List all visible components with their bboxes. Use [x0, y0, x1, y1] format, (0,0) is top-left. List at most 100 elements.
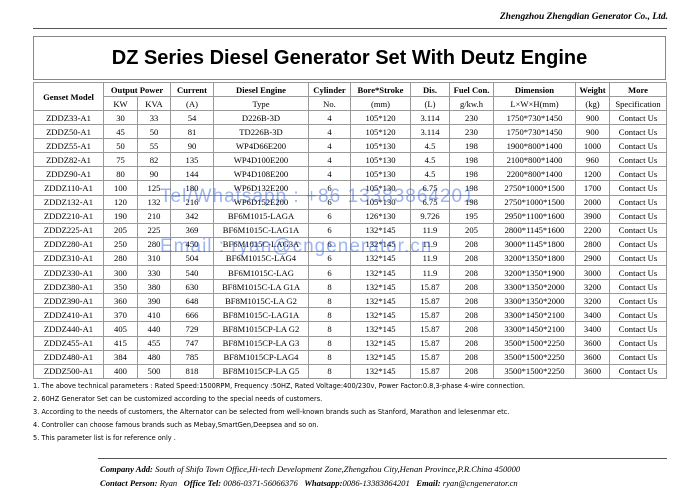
table-cell: Contact Us [609, 335, 667, 351]
title: DZ Series Diesel Generator Set With Deut… [33, 36, 666, 80]
header-cell: Dis. [410, 82, 450, 97]
table-cell: 208 [449, 236, 494, 252]
table-row: ZDDZ330-A1 300 330 540 BF6M1015C-LAG 6 132*145… [33, 265, 667, 281]
watermark: Tel/Whatsapp : +86 13383864201 [160, 186, 475, 207]
table-cell: 8 [308, 321, 351, 337]
table-cell: 105*130 [350, 166, 411, 182]
table-cell: 30 [103, 109, 138, 126]
table-cell: ZDDZ225-A1 [33, 222, 104, 238]
table-cell: 135 [170, 152, 214, 168]
divider [98, 458, 667, 459]
table-cell: 3500*1500*2250 [493, 363, 576, 379]
table-cell: 3300*1450*2100 [493, 321, 576, 337]
table-cell: 300 [103, 265, 138, 281]
table-cell: ZDDZ280-A1 [33, 236, 104, 252]
header-cell: KVA [137, 96, 171, 111]
table-cell: 15.87 [410, 279, 450, 295]
table-cell: Contact Us [609, 222, 667, 238]
table-cell: 190 [103, 208, 138, 224]
table-cell: 2100*800*1400 [493, 152, 576, 168]
table-cell: 747 [170, 335, 214, 351]
table-cell: Contact Us [609, 349, 667, 365]
table-cell: 100 [103, 180, 138, 196]
table-cell: 90 [137, 166, 171, 182]
table-cell: ZDDZ82-A1 [33, 152, 104, 168]
table-cell: BF8M1015C-LAG1A [213, 307, 309, 323]
table-cell: 105*120 [350, 124, 411, 140]
table-row: ZDDZ500-A1 400 500 818 BF8M1015CP-LA G5 8 132*… [33, 363, 667, 379]
table-cell: 4 [308, 124, 351, 140]
table-cell: 3200 [575, 293, 610, 309]
table-cell: 2750*1000*1500 [493, 180, 576, 196]
table-cell: 2950*1100*1600 [493, 208, 576, 224]
table-cell: 8 [308, 307, 351, 323]
table-row: ZDDZ210-A1 190 210 342 BF6M1015-LAGA 6 126*130… [33, 208, 667, 224]
note: 1. The above technical parameters : Rate… [33, 382, 525, 390]
table-cell: 3300*1350*2000 [493, 293, 576, 309]
table-row: ZDDZ110-A1 100 125 180 WP6D132E200 6 105*130 6.… [33, 180, 667, 196]
header-cell: L×W×H(mm) [493, 96, 576, 111]
table-cell: 15.87 [410, 307, 450, 323]
header-row: Genset Model Output Power Current Diesel… [33, 82, 667, 111]
table-body: ZDDZ33-A1 30 33 54 D226B-3D 4 105*120 3.114 230 1… [33, 109, 667, 379]
table-cell: 45 [103, 124, 138, 140]
table-cell: ZDDZ210-A1 [33, 208, 104, 224]
table-cell: 3200 [575, 279, 610, 295]
table-cell: Contact Us [609, 166, 667, 182]
table-row: ZDDZ82-A1 75 82 135 WP4D100E200 4 105*130 4.5 19… [33, 152, 667, 168]
table-cell: 455 [137, 335, 171, 351]
header-cell: g/kw.h [449, 96, 494, 111]
table-cell: ZDDZ390-A1 [33, 293, 104, 309]
table-cell: 2750*1000*1500 [493, 194, 576, 210]
header-cell: KW [103, 96, 138, 111]
table-cell: 818 [170, 363, 214, 379]
note: 3. According to the needs of customers, … [33, 408, 510, 416]
table-cell: BF8M1015CP-LA G3 [213, 335, 309, 351]
table-cell: ZDDZ110-A1 [33, 180, 104, 196]
table-cell: ZDDZ410-A1 [33, 307, 104, 323]
table-cell: 360 [103, 293, 138, 309]
table-cell: 54 [170, 109, 214, 126]
footer-text: 0086-13383864201 [342, 478, 410, 488]
table-cell: 350 [103, 279, 138, 295]
table-cell: 390 [137, 293, 171, 309]
table-cell: 500 [137, 363, 171, 379]
table-cell: 4 [308, 166, 351, 182]
table-cell: ZDDZ90-A1 [33, 166, 104, 182]
table-cell: 144 [170, 166, 214, 182]
watermark: Email : ryan@cngenerator.cn [160, 236, 433, 257]
table-cell: 4 [308, 138, 351, 154]
table-cell: 132*145 [350, 335, 411, 351]
table-cell: 900 [575, 124, 610, 140]
table-cell: ZDDZ55-A1 [33, 138, 104, 154]
table-cell: Contact Us [609, 180, 667, 196]
table-cell: BF6M1015C-LAG [213, 265, 309, 281]
table-cell: Contact Us [609, 208, 667, 224]
table-cell: 132*145 [350, 265, 411, 281]
header-cell: Genset Model [33, 82, 104, 111]
header-cell: Diesel Engine [213, 82, 309, 97]
table-cell: ZDDZ455-A1 [33, 335, 104, 351]
table-cell: BF6M1015-LAGA [213, 208, 309, 224]
table-cell: 105*130 [350, 138, 411, 154]
table-cell: 15.87 [410, 321, 450, 337]
table-cell: 208 [449, 321, 494, 337]
table-row: ZDDZ50-A1 45 50 81 TD226B-3D 4 105*120 3.114 230… [33, 124, 667, 140]
table-cell: 8 [308, 293, 351, 309]
table-cell: 210 [137, 208, 171, 224]
table-cell: 208 [449, 307, 494, 323]
table-cell: 208 [449, 293, 494, 309]
table-cell: 540 [170, 265, 214, 281]
table-cell: 1900*800*1400 [493, 138, 576, 154]
table-cell: 4 [308, 152, 351, 168]
table-cell: BF8M1015C-LA G1A [213, 279, 309, 295]
table-row: ZDDZ90-A1 80 90 144 WP4D108E200 4 105*130 4.5 19… [33, 166, 667, 182]
footer-text: ryan@cngenerator.cn [442, 478, 518, 488]
table-cell: 208 [449, 250, 494, 267]
table-cell: ZDDZ132-A1 [33, 194, 104, 210]
table-row: ZDDZ33-A1 30 33 54 D226B-3D 4 105*120 3.114 230 1… [33, 109, 667, 126]
table-cell: 105*120 [350, 109, 411, 126]
table-cell: 33 [137, 109, 171, 126]
table-cell: ZDDZ480-A1 [33, 349, 104, 365]
table-cell: 8 [308, 335, 351, 351]
